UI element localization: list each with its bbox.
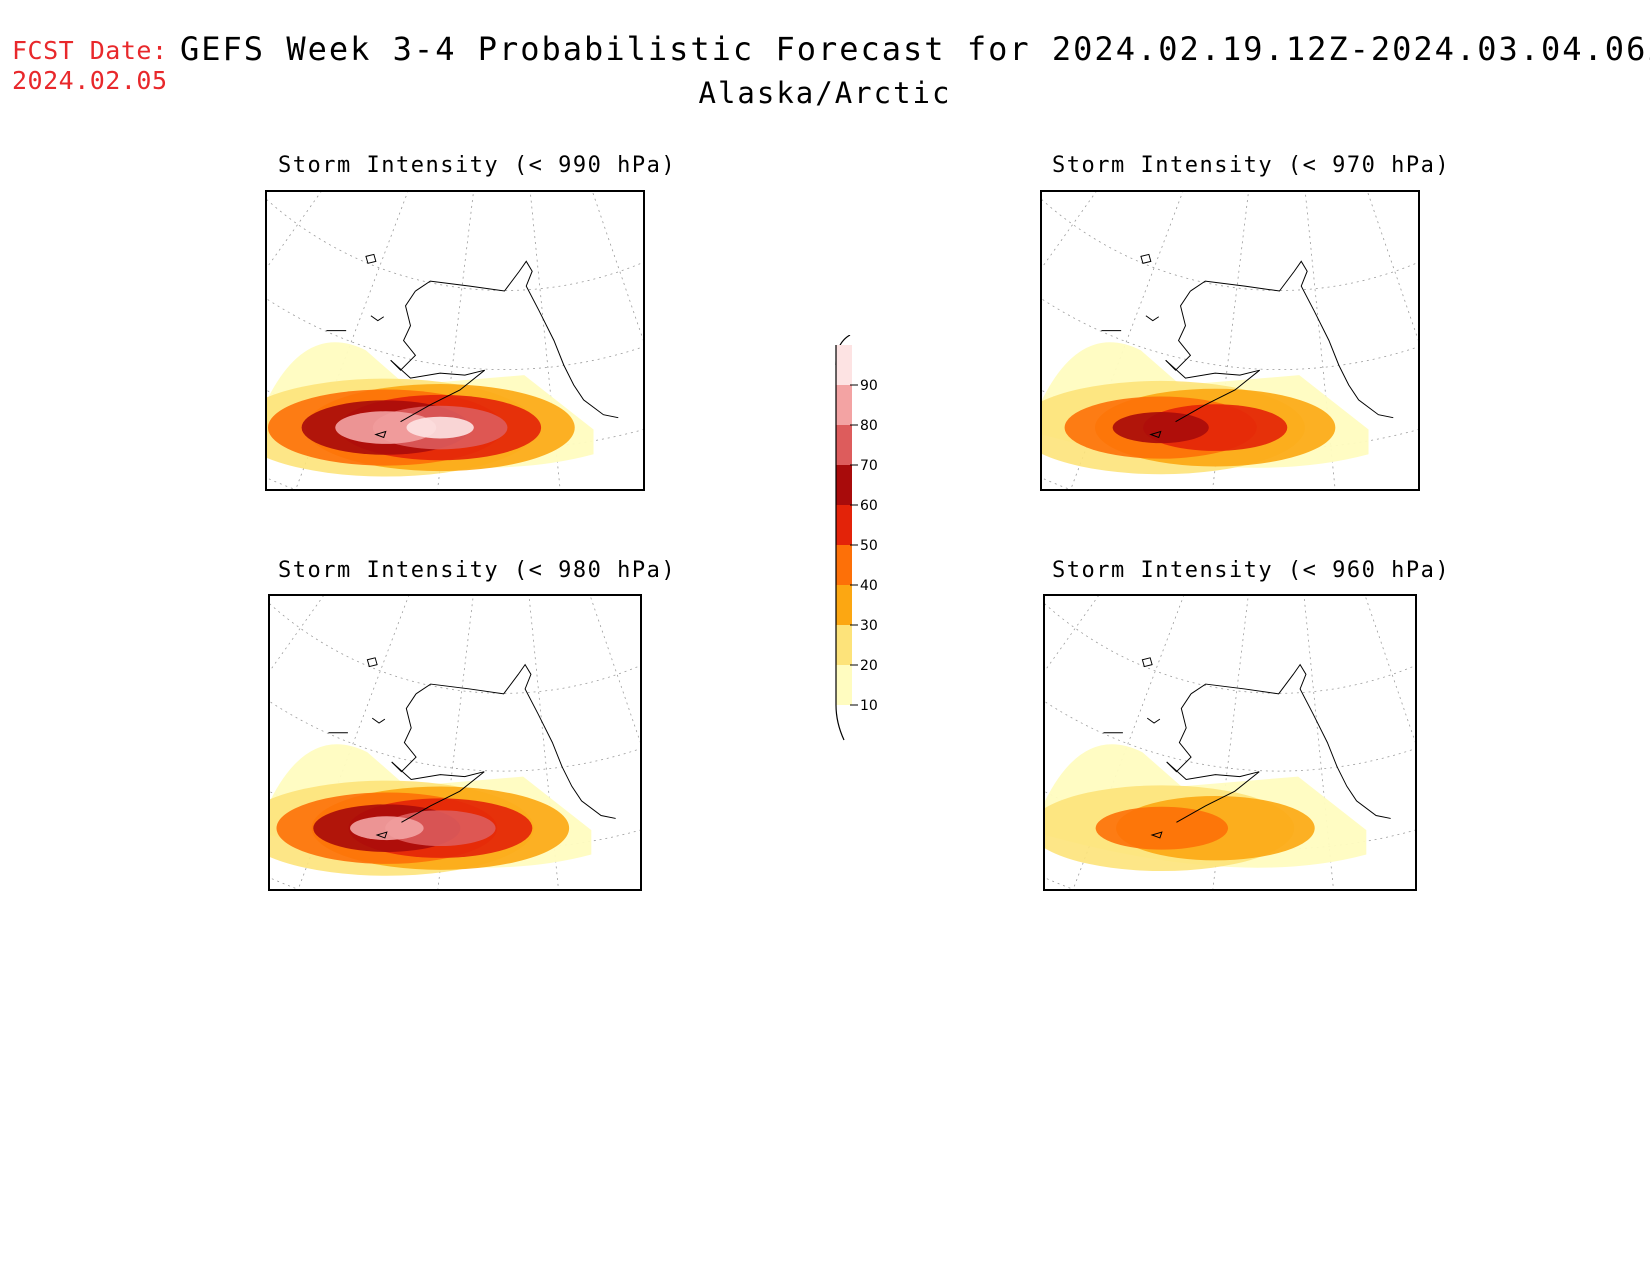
colorbar-label-40: 40	[860, 578, 878, 594]
colorbar: 10 20 30 40 50 60 70 80 90	[820, 334, 880, 749]
colorbar-swatch-10	[836, 665, 852, 705]
forecast-date-label: FCST Date:	[12, 36, 168, 65]
colorbar-swatch-50	[836, 505, 852, 545]
colorbar-label-30: 30	[860, 618, 878, 634]
probability-field	[267, 342, 594, 477]
probability-field	[1045, 744, 1367, 872]
map-panel-970	[1040, 190, 1420, 491]
panel-title-960: Storm Intensity (< 960 hPa)	[1052, 558, 1451, 583]
coastline	[1101, 253, 1394, 439]
colorbar-label-60: 60	[860, 498, 878, 514]
probability-field	[1042, 342, 1369, 475]
colorbar-label-70: 70	[860, 458, 878, 474]
colorbar-label-20: 20	[860, 658, 878, 674]
colorbar-swatch-80	[836, 385, 852, 425]
colorbar-bottom-cap	[835, 704, 845, 741]
colorbar-swatch-20	[836, 625, 852, 665]
forecast-date-block: FCST Date: 2024.02.05	[12, 36, 168, 96]
coastline	[326, 253, 619, 439]
colorbar-label-10: 10	[860, 698, 878, 714]
colorbar-swatch-30	[836, 585, 852, 625]
probability-field	[270, 744, 592, 876]
coastline	[328, 657, 616, 839]
coastline	[1103, 657, 1391, 839]
colorbar-swatch-60	[836, 465, 852, 505]
panel-title-980: Storm Intensity (< 980 hPa)	[278, 558, 677, 583]
map-panel-960	[1043, 594, 1417, 891]
colorbar-label-80: 80	[860, 418, 878, 434]
colorbar-swatch-90	[836, 345, 852, 385]
colorbar-label-90: 90	[860, 378, 878, 394]
region-subtitle: Alaska/Arctic	[698, 76, 952, 110]
colorbar-label-50: 50	[860, 538, 878, 554]
map-panel-980	[268, 594, 642, 891]
forecast-date-value: 2024.02.05	[12, 66, 168, 95]
page-title: GEFS Week 3-4 Probabilistic Forecast for…	[180, 30, 1650, 68]
panel-title-990: Storm Intensity (< 990 hPa)	[278, 153, 677, 178]
colorbar-swatch-70	[836, 425, 852, 465]
map-panel-990	[265, 190, 645, 491]
panel-title-970: Storm Intensity (< 970 hPa)	[1052, 153, 1451, 178]
colorbar-swatch-40	[836, 545, 852, 585]
